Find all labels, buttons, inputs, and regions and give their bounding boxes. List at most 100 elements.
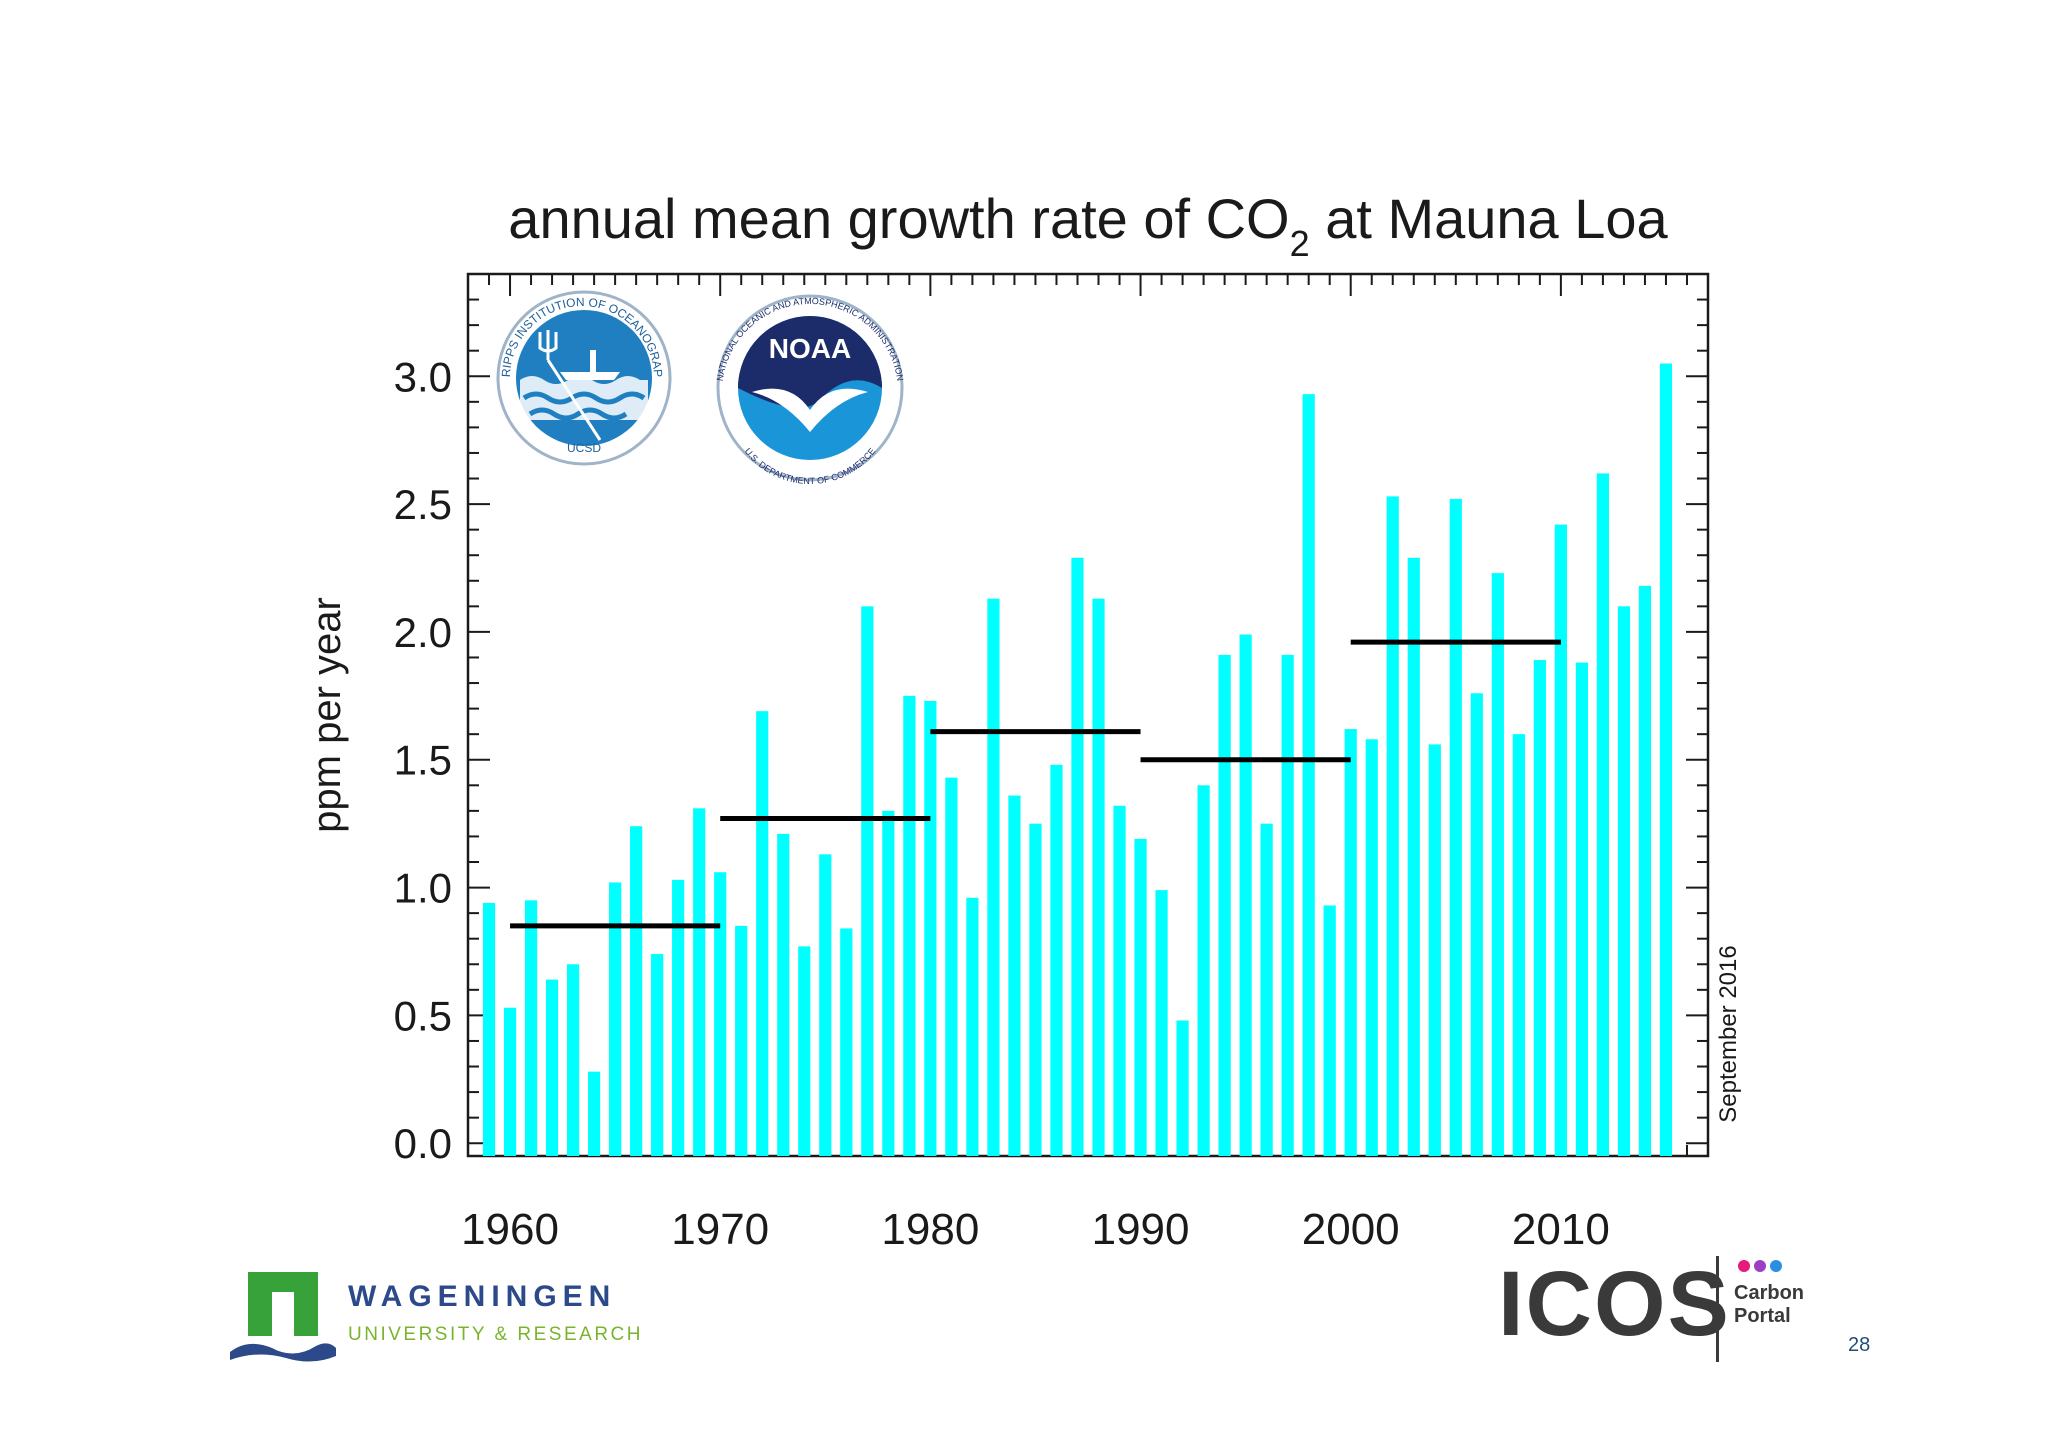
seagull-icon: [752, 388, 868, 432]
bar: [1155, 890, 1168, 1156]
bar: [1029, 823, 1042, 1156]
bar: [819, 854, 832, 1156]
wageningen-logo: WAGENINGEN UNIVERSITY & RESEARCH: [228, 1268, 648, 1372]
bar: [1113, 805, 1126, 1156]
y-axis-label: ppm per year: [305, 597, 349, 833]
bar: [524, 900, 538, 1156]
bar: [503, 1007, 517, 1156]
y-tick-label: 0.0: [394, 1120, 452, 1167]
bar: [1302, 394, 1315, 1157]
x-tick-label: 2000: [1302, 1205, 1400, 1254]
chart-title-subscript: 2: [1290, 223, 1310, 264]
icos-subtitle: Carbon Portal: [1734, 1282, 1804, 1327]
bar: [1575, 662, 1588, 1156]
bar: [1386, 496, 1399, 1157]
trident-icon: [538, 330, 602, 441]
bar: [1134, 838, 1147, 1156]
bar: [735, 925, 748, 1156]
bar: [714, 872, 727, 1156]
bar: [861, 606, 874, 1156]
bar: [798, 946, 811, 1156]
wageningen-subtitle: UNIVERSITY & RESEARCH: [348, 1324, 643, 1345]
bar: [1449, 498, 1462, 1157]
icos-divider: [1716, 1256, 1719, 1362]
bar: [1428, 744, 1441, 1156]
bar: [1071, 557, 1084, 1156]
icos-dot: [1738, 1260, 1750, 1272]
icos-logo: ICOS Carbon Portal: [1498, 1246, 1838, 1366]
bar: [1281, 654, 1294, 1156]
bar: [840, 928, 853, 1156]
bar: [1050, 764, 1063, 1156]
bar: [651, 954, 664, 1156]
wageningen-mark-icon: [230, 1272, 336, 1362]
icos-dot: [1754, 1260, 1766, 1272]
icos-dots-icon: [1738, 1260, 1782, 1272]
noaa-logo-text: NOAA: [769, 333, 851, 364]
bar: [1512, 734, 1525, 1156]
wageningen-name: WAGENINGEN: [348, 1280, 617, 1313]
bar: [1659, 363, 1673, 1156]
bar: [756, 711, 769, 1156]
bar: [1218, 654, 1231, 1156]
ship-icon: [560, 350, 620, 380]
bar: [1554, 524, 1567, 1156]
bar: [1176, 1020, 1189, 1156]
bar: [1533, 660, 1546, 1156]
bar: [672, 879, 685, 1156]
bar: [1407, 557, 1420, 1156]
y-tick-label: 2.0: [394, 609, 452, 656]
axis-ticks: [467, 274, 1709, 1156]
bar: [1617, 606, 1631, 1156]
bar: [966, 897, 979, 1156]
bar: [1260, 823, 1273, 1156]
bar: [588, 1071, 601, 1156]
x-tick-label: 1960: [461, 1205, 559, 1254]
x-tick-label: 2010: [1512, 1205, 1610, 1254]
scripps-logo-bottom-text: UCSD: [567, 441, 601, 455]
icos-dot: [1770, 1260, 1782, 1272]
bar: [482, 902, 496, 1156]
bar-series: [482, 363, 1673, 1157]
bar: [1323, 905, 1336, 1156]
plot-frame: [466, 272, 1710, 1158]
bar: [987, 598, 1000, 1156]
bar: [1344, 729, 1357, 1156]
bar: [1197, 785, 1210, 1156]
chart-title-suffix: at Mauna Loa: [1310, 187, 1669, 250]
bar: [1596, 473, 1610, 1156]
x-tick-label: 1970: [671, 1205, 769, 1254]
bar: [566, 964, 580, 1156]
bar: [1365, 739, 1378, 1156]
bar: [1092, 598, 1105, 1156]
y-tick-label: 2.5: [394, 481, 452, 528]
y-tick-label: 1.0: [394, 865, 452, 912]
bar: [630, 826, 643, 1156]
noaa-logo: NOAA NATIONAL OCEANIC AND ATMOSPHERIC AD…: [715, 294, 905, 486]
bar: [903, 695, 916, 1156]
x-tick-label: 1980: [881, 1205, 979, 1254]
bar: [1638, 585, 1652, 1156]
y-tick-label: 1.5: [394, 737, 452, 784]
page-number: 28: [1848, 1334, 1871, 1356]
bar: [693, 808, 706, 1156]
bar: [1008, 795, 1021, 1156]
bar: [1470, 693, 1483, 1156]
chart-title: annual mean growth rate of CO2 at Mauna …: [508, 187, 1668, 264]
y-tick-labels: 0.0 0.5 1.0 1.5 2.0 2.5 3.0: [394, 353, 452, 1167]
y-tick-label: 3.0: [394, 353, 452, 400]
bar: [945, 777, 958, 1156]
bar: [882, 810, 895, 1156]
bar: [609, 882, 622, 1156]
x-tick-labels: 1960 1970 1980 1990 2000 2010: [461, 1205, 1610, 1254]
bar: [777, 833, 790, 1156]
icos-name: ICOS: [1498, 1253, 1731, 1355]
bar: [1239, 634, 1252, 1156]
x-tick-label: 1990: [1092, 1205, 1190, 1254]
date-annotation: September 2016: [1715, 945, 1742, 1122]
bar: [924, 700, 937, 1156]
bar: [545, 979, 559, 1156]
bar: [1491, 573, 1504, 1156]
decadal-means: [510, 639, 1561, 929]
